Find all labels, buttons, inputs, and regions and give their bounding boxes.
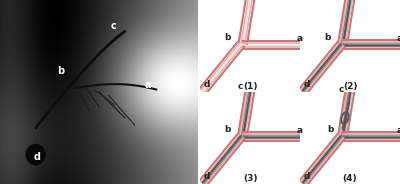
Text: d: d: [204, 172, 210, 181]
Text: a: a: [297, 34, 303, 43]
Text: a: a: [297, 126, 303, 135]
Text: d: d: [34, 152, 41, 162]
Text: c: c: [238, 82, 243, 91]
Text: d: d: [204, 80, 210, 89]
Ellipse shape: [26, 144, 45, 165]
Text: d: d: [304, 80, 310, 89]
Text: b: b: [327, 125, 333, 135]
Text: c: c: [111, 22, 117, 31]
Text: b: b: [324, 33, 330, 43]
Text: b: b: [224, 33, 230, 43]
Text: a: a: [397, 126, 400, 135]
Text: c: c: [339, 86, 344, 95]
Text: (3): (3): [243, 174, 257, 183]
Text: (1): (1): [243, 82, 257, 91]
Text: a: a: [397, 34, 400, 43]
Text: b: b: [58, 66, 64, 76]
Text: b: b: [224, 125, 230, 135]
Text: a: a: [144, 80, 151, 90]
Text: (4): (4): [343, 174, 357, 183]
Text: d: d: [304, 172, 310, 181]
Text: (2): (2): [343, 82, 357, 91]
